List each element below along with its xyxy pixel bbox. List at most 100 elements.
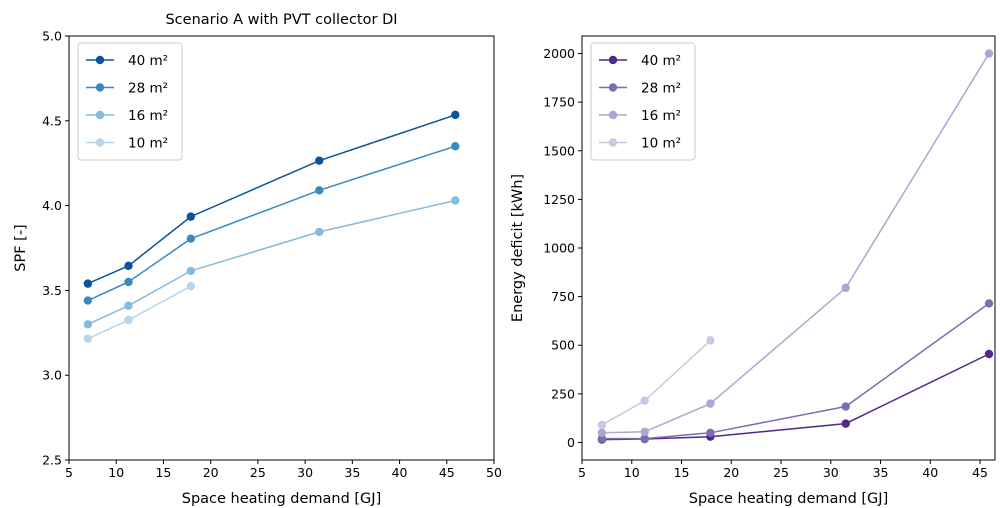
x-tick-label: 35: [344, 465, 360, 480]
legend-label: 10 m²: [128, 136, 168, 152]
x-tick-label: 40: [922, 465, 938, 480]
y-tick-label: 500: [551, 338, 575, 353]
legend-marker: [95, 138, 105, 147]
x-tick-label: 15: [674, 465, 690, 480]
series-line: [87, 145, 456, 302]
data-point: [640, 396, 649, 405]
legend-marker: [95, 55, 105, 65]
y-tick-label: 0: [567, 435, 575, 450]
data-point: [124, 301, 133, 310]
legend-marker: [608, 55, 618, 65]
data-point: [186, 266, 196, 276]
data-point: [640, 427, 649, 436]
data-point: [706, 336, 715, 345]
y-tick-label: 1750: [543, 95, 575, 110]
x-tick-label: 30: [297, 465, 313, 480]
data-point: [315, 156, 324, 165]
y-tick-label: 1250: [543, 192, 575, 207]
data-point: [984, 49, 994, 58]
series-2: [597, 299, 994, 443]
legend-label: 28 m²: [641, 81, 681, 97]
series-2: [83, 142, 460, 305]
data-point: [841, 419, 850, 428]
data-point: [315, 186, 324, 195]
y-tick-label: 750: [551, 289, 575, 304]
data-point: [451, 196, 460, 205]
chart-title: Scenario A with PVT collector DI: [165, 12, 397, 28]
legend-label: 16 m²: [641, 108, 681, 124]
data-point: [83, 334, 93, 343]
y-tick-label: 4.0: [42, 198, 62, 213]
data-point: [124, 315, 133, 325]
data-point: [597, 420, 607, 430]
data-point: [186, 281, 196, 291]
series-3: [597, 49, 994, 437]
y-tick-label: 3.0: [42, 368, 62, 383]
x-axis-label: Space heating demand [GJ]: [689, 491, 888, 507]
x-tick-label: 10: [108, 465, 124, 480]
chart-panel-1: 5 10 15 20 25 30 35 40 45 50 2.5 3.0 3.5 4.0 4.5 5.0 Spa…: [13, 12, 502, 507]
x-tick-label: 15: [155, 465, 171, 480]
x-tick-label: 20: [723, 465, 739, 480]
legend: 40 m² 28 m² 16 m² 10 m²: [77, 42, 183, 161]
y-tick-label: 1500: [543, 143, 575, 158]
data-point: [984, 299, 994, 308]
data-point: [124, 277, 133, 287]
x-tick-label: 5: [65, 465, 73, 480]
x-tick-label: 40: [392, 465, 408, 480]
y-axis-label: SPF [-]: [13, 224, 29, 271]
y-tick-label: 250: [551, 386, 575, 401]
x-tick-label: 10: [624, 465, 640, 480]
x-tick-label: 45: [439, 465, 455, 480]
legend-label: 40 m²: [128, 53, 168, 69]
x-tick-label: 50: [486, 465, 502, 480]
x-axis-label: Space heating demand [GJ]: [182, 491, 381, 507]
x-tick-label: 25: [250, 465, 266, 480]
series-1: [83, 110, 460, 288]
x-tick-label: 35: [873, 465, 889, 480]
series-line: [601, 302, 990, 440]
legend-label: 10 m²: [641, 136, 681, 152]
series-line: [601, 353, 990, 441]
series-line: [601, 339, 711, 426]
legend-marker: [95, 83, 105, 92]
y-tick-label: 3.5: [42, 283, 62, 298]
data-point: [597, 428, 607, 437]
series-1: [597, 349, 994, 444]
data-point: [841, 283, 850, 293]
y-tick-label: 2000: [543, 46, 575, 61]
data-point: [706, 399, 715, 408]
data-point: [315, 227, 324, 237]
data-point: [83, 296, 93, 305]
data-point: [984, 349, 994, 359]
data-point: [83, 320, 93, 329]
series-4: [597, 336, 715, 430]
y-axis-label: Energy deficit [kWh]: [510, 174, 526, 322]
legend-label: 28 m²: [128, 81, 168, 97]
x-tick-label: 25: [773, 465, 789, 480]
y-tick-label: 5.0: [42, 29, 62, 44]
series-line: [87, 199, 456, 325]
data-point: [597, 434, 607, 443]
y-tick-label: 4.5: [42, 113, 62, 128]
y-tick-label: 2.5: [42, 453, 62, 468]
legend-box: [590, 42, 696, 161]
x-tick-label: 5: [578, 465, 586, 480]
x-tick-label: 30: [823, 465, 839, 480]
legend-marker: [608, 83, 618, 92]
legend: 40 m² 28 m² 16 m² 10 m²: [590, 42, 696, 161]
legend-marker: [608, 138, 618, 147]
x-tick-label: 20: [203, 465, 219, 480]
x-tick-label: 45: [972, 465, 988, 480]
legend-label: 16 m²: [128, 108, 168, 124]
series-4: [83, 281, 196, 343]
legend-marker: [95, 110, 105, 120]
legend-box: [77, 42, 183, 161]
axes-frame: [68, 35, 495, 461]
legend-label: 40 m²: [641, 53, 681, 69]
y-tick-label: 1000: [543, 241, 575, 256]
data-point: [451, 110, 460, 120]
data-point: [706, 428, 715, 437]
data-point: [640, 434, 649, 443]
